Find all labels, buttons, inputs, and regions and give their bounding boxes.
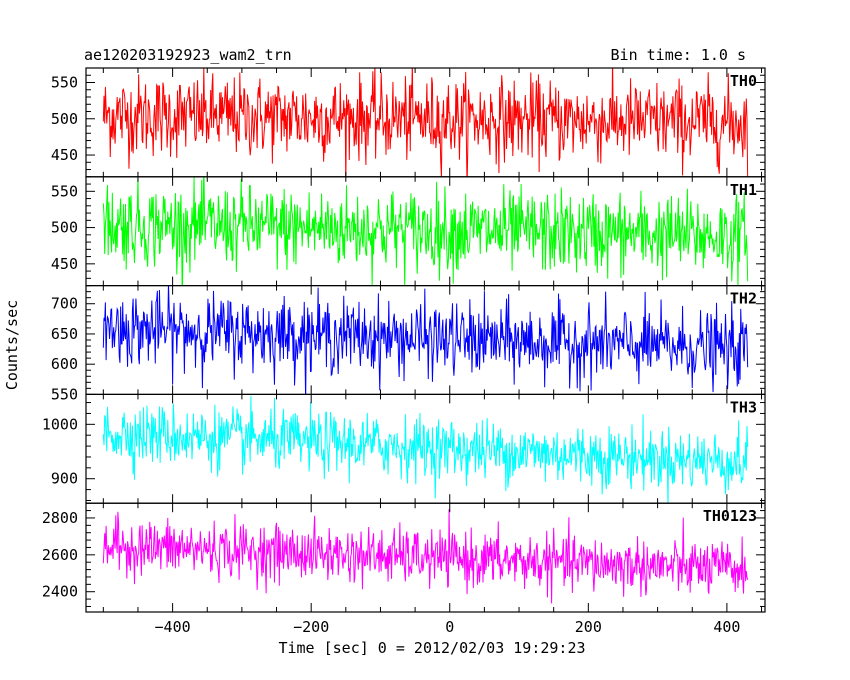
- y-axis-label: Counts/sec: [3, 300, 21, 390]
- y-tick-label: 450: [51, 146, 78, 164]
- panel-name-th1: TH1: [730, 181, 757, 199]
- series-line-th1: [102, 176, 749, 286]
- x-tick-label: 200: [575, 618, 602, 636]
- y-tick-label: 550: [51, 385, 78, 403]
- series-line-th2: [102, 285, 749, 395]
- series-line-th0: [102, 68, 749, 177]
- y-tick-label: 450: [51, 255, 78, 273]
- panel-th0: 450 500 550 TH0: [51, 67, 766, 178]
- y-tick-label: 2400: [42, 583, 78, 601]
- y-tick-label: 700: [51, 295, 78, 313]
- x-tick-label: −400: [155, 618, 191, 636]
- y-tick-label: 600: [51, 355, 78, 373]
- x-tick-label: 0: [445, 618, 454, 636]
- panel-th2: 550 600 650 700 TH2: [51, 285, 766, 403]
- x-axis-label: Time [sec] 0 = 2012/02/03 19:29:23: [278, 639, 585, 657]
- panel-name-th0: TH0: [730, 72, 757, 90]
- series-line-th0123: [102, 509, 749, 604]
- panel-name-th2: TH2: [730, 290, 757, 308]
- y-tick-label: 2600: [42, 546, 78, 564]
- panel-name-th0123: TH0123: [703, 507, 757, 525]
- observation-id-label: ae120203192923_wam2_trn: [84, 46, 292, 64]
- series-line-th3: [102, 395, 749, 504]
- panels: 450 500 550 TH0 450 500 550 TH1 550 600 650 700 TH2 9…: [42, 67, 766, 613]
- y-tick-label: 650: [51, 325, 78, 343]
- y-tick-label: 1000: [42, 415, 78, 433]
- panel-name-th3: TH3: [730, 398, 757, 416]
- x-tick-label: 400: [713, 618, 740, 636]
- x-axis: −400 −200 0 200 400: [155, 618, 741, 636]
- y-tick-label: 550: [51, 74, 78, 92]
- panel-frame: [85, 502, 766, 613]
- panel-th1: 450 500 550 TH1: [51, 176, 766, 287]
- y-tick-label: 500: [51, 110, 78, 128]
- y-tick-label: 900: [51, 470, 78, 488]
- bin-time-label: Bin time: 1.0 s: [611, 46, 746, 64]
- panel-th3: 900 1000 TH3: [42, 393, 766, 504]
- y-tick-label: 550: [51, 182, 78, 200]
- panel-th0123: 2400 2600 2800 TH0123: [42, 502, 766, 613]
- y-tick-label: 2800: [42, 509, 78, 527]
- x-tick-label: −200: [293, 618, 329, 636]
- y-tick-label: 500: [51, 219, 78, 237]
